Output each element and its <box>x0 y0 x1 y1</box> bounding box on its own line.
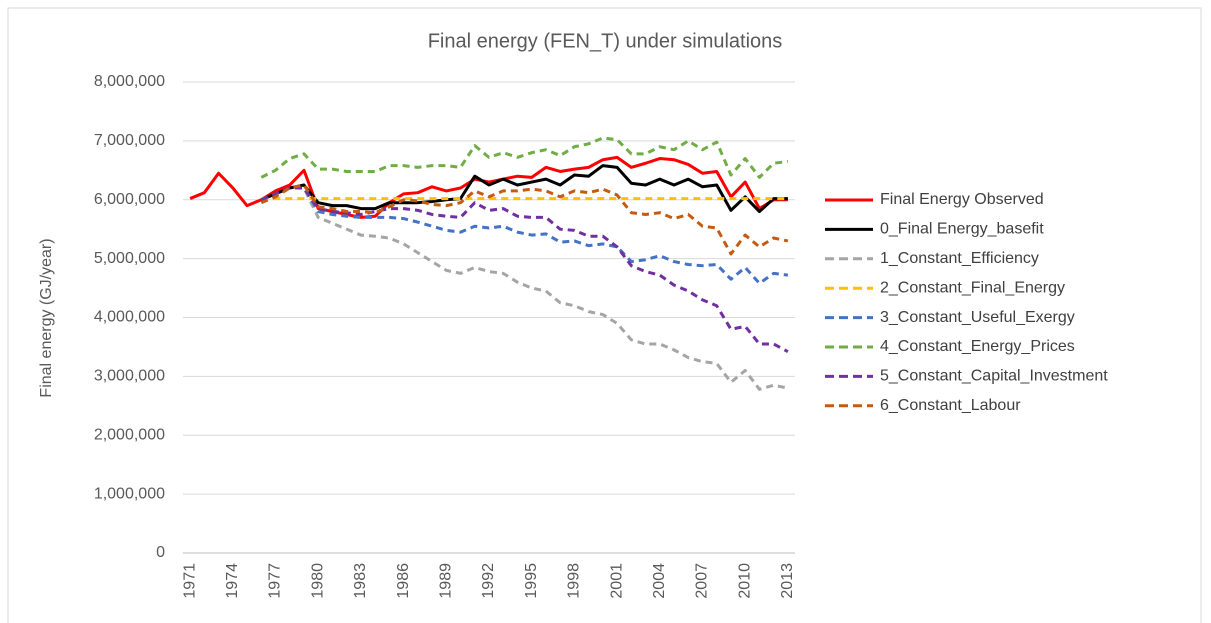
legend-label: Final Energy Observed <box>880 191 1044 208</box>
x-tick-label: 2004 <box>651 563 668 599</box>
legend-label: 6_Constant_Labour <box>880 397 1021 414</box>
chart-title: Final energy (FEN_T) under simulations <box>428 30 783 52</box>
x-tick-label: 2010 <box>736 563 753 599</box>
y-tick-label: 7,000,000 <box>94 132 165 149</box>
series-line <box>260 136 789 179</box>
x-tick-label: 1998 <box>566 563 583 599</box>
x-tick-label: 1983 <box>352 563 369 599</box>
y-tick-label: 8,000,000 <box>94 73 165 90</box>
x-tick-label: 2007 <box>694 563 711 599</box>
legend-label: 0_Final Energy_basefit <box>880 221 1044 238</box>
x-tick-label: 1980 <box>309 563 326 599</box>
legend-label: 1_Constant_Efficiency <box>880 250 1039 267</box>
series-line <box>189 155 788 219</box>
legend-label: 5_Constant_Capital_Investment <box>880 368 1108 385</box>
series-line <box>260 186 789 353</box>
legend-label: 3_Constant_Useful_Exergy <box>880 309 1075 326</box>
x-tick-label: 1995 <box>523 563 540 599</box>
x-tick-label: 1986 <box>395 563 412 599</box>
x-tick-label: 1977 <box>267 563 284 599</box>
legend-label: 2_Constant_Final_Energy <box>880 279 1065 296</box>
y-tick-label: 6,000,000 <box>94 191 165 208</box>
y-axis-label: Final energy (GJ/year) <box>38 238 55 397</box>
x-tick-label: 1992 <box>480 563 497 599</box>
series-line <box>260 186 789 285</box>
x-tick-label: 1989 <box>438 563 455 599</box>
x-tick-label: 2013 <box>779 563 796 599</box>
series-line <box>260 186 789 391</box>
legend-label: 4_Constant_Energy_Prices <box>880 338 1075 355</box>
legend: Final Energy Observed 0_Final Energy_base… <box>825 191 1108 414</box>
y-tick-label: 4,000,000 <box>94 309 165 326</box>
x-tick-label: 1971 <box>181 563 198 599</box>
y-tick-label: 2,000,000 <box>94 426 165 443</box>
series-line <box>260 164 788 214</box>
series-line <box>260 183 789 256</box>
x-tick-label: 2001 <box>608 563 625 599</box>
y-tick-label: 5,000,000 <box>94 250 165 267</box>
y-tick-label: 3,000,000 <box>94 368 165 385</box>
y-tick-label: 0 <box>156 544 165 561</box>
x-tick-label: 1974 <box>224 563 241 599</box>
y-tick-label: 1,000,000 <box>94 485 165 502</box>
